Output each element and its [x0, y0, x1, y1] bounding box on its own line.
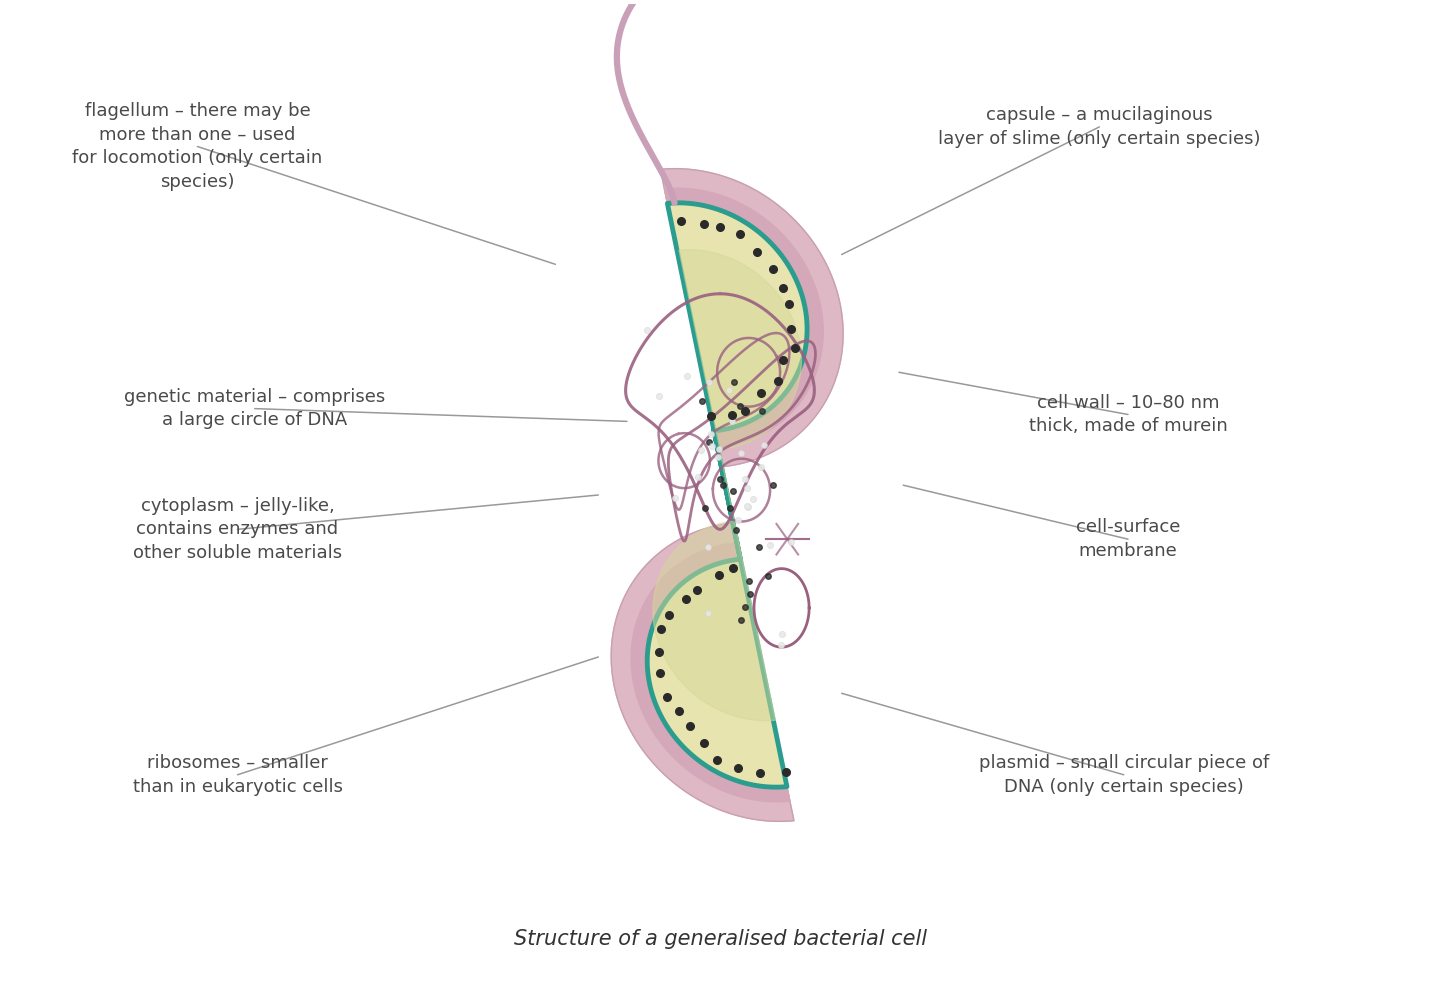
Text: capsule – a mucilaginous
layer of slime (only certain species): capsule – a mucilaginous layer of slime …	[937, 106, 1260, 148]
Text: flagellum – there may be
more than one – used
for locomotion (only certain
speci: flagellum – there may be more than one –…	[72, 102, 323, 191]
Text: Structure of a generalised bacterial cell: Structure of a generalised bacterial cel…	[514, 929, 926, 948]
Text: plasmid – small circular piece of
DNA (only certain species): plasmid – small circular piece of DNA (o…	[979, 754, 1269, 796]
Text: genetic material – comprises
a large circle of DNA: genetic material – comprises a large cir…	[124, 388, 386, 430]
Text: cell wall – 10–80 nm
thick, made of murein: cell wall – 10–80 nm thick, made of mure…	[1028, 394, 1227, 436]
Polygon shape	[611, 168, 842, 822]
Text: cytoplasm – jelly-like,
contains enzymes and
other soluble materials: cytoplasm – jelly-like, contains enzymes…	[132, 497, 343, 562]
Polygon shape	[647, 203, 806, 787]
Text: ribosomes – smaller
than in eukaryotic cells: ribosomes – smaller than in eukaryotic c…	[132, 754, 343, 796]
Text: cell-surface
membrane: cell-surface membrane	[1076, 519, 1181, 560]
Polygon shape	[652, 249, 802, 721]
Polygon shape	[631, 188, 824, 802]
